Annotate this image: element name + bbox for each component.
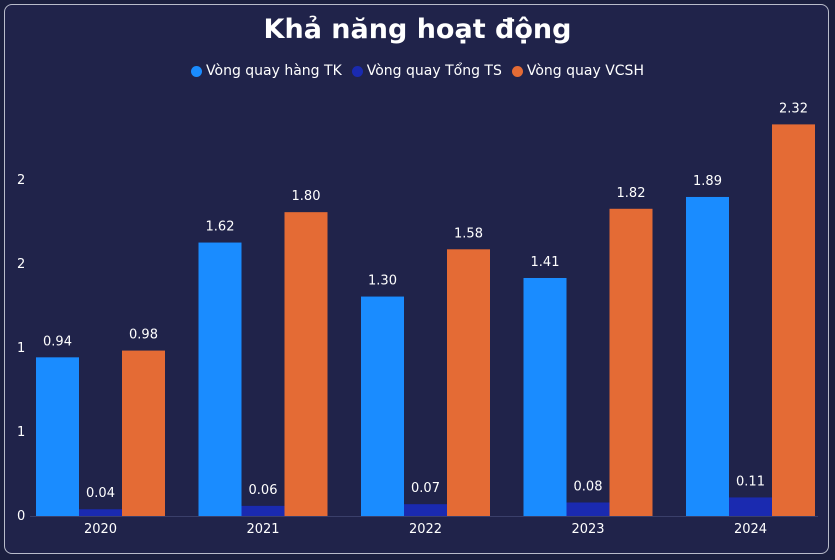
x-tick-label: 2021 xyxy=(246,522,279,537)
data-label: 1.82 xyxy=(617,186,646,201)
data-label: 1.30 xyxy=(368,274,397,289)
data-label: 0.98 xyxy=(129,328,158,343)
bar[interactable] xyxy=(729,497,772,516)
data-label: 0.08 xyxy=(574,479,603,494)
bar[interactable] xyxy=(79,509,122,516)
bar[interactable] xyxy=(686,197,729,516)
data-label: 1.58 xyxy=(454,226,483,241)
bar[interactable] xyxy=(122,351,165,516)
data-label: 0.06 xyxy=(249,483,278,498)
bar[interactable] xyxy=(361,297,404,516)
data-label: 0.04 xyxy=(86,486,115,501)
bar[interactable] xyxy=(447,249,490,516)
data-label: 1.80 xyxy=(292,189,321,204)
data-label: 0.94 xyxy=(43,334,72,349)
data-label: 1.89 xyxy=(693,174,722,189)
bar[interactable] xyxy=(199,243,242,516)
data-label: 2.32 xyxy=(779,101,808,116)
bar[interactable] xyxy=(404,504,447,516)
y-tick-label: 2 xyxy=(17,257,25,272)
bar[interactable] xyxy=(285,212,328,516)
y-tick-label: 2 xyxy=(17,173,25,188)
y-tick-label: 1 xyxy=(17,425,25,440)
bar[interactable] xyxy=(242,506,285,516)
data-label: 1.62 xyxy=(206,220,235,235)
data-label: 0.07 xyxy=(411,481,440,496)
x-tick-label: 2020 xyxy=(84,522,117,537)
bar[interactable] xyxy=(610,209,653,516)
bar[interactable] xyxy=(567,502,610,516)
y-tick-label: 0 xyxy=(17,509,25,524)
bar[interactable] xyxy=(36,357,79,516)
data-label: 1.41 xyxy=(531,255,560,270)
bar[interactable] xyxy=(524,278,567,516)
x-tick-label: 2022 xyxy=(409,522,442,537)
y-tick-label: 1 xyxy=(17,341,25,356)
data-label: 0.11 xyxy=(736,474,765,489)
bar[interactable] xyxy=(772,124,815,516)
x-tick-label: 2023 xyxy=(571,522,604,537)
x-tick-label: 2024 xyxy=(734,522,767,537)
